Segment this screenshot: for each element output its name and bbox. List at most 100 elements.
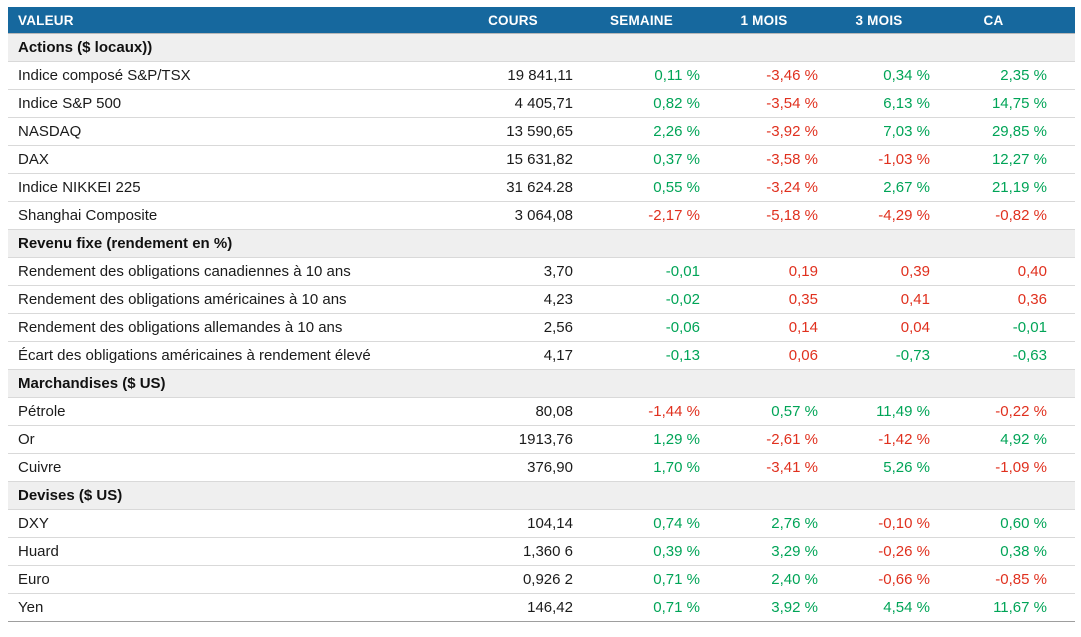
cours-value: 0,926 2 <box>453 565 583 594</box>
row-label: Indice composé S&P/TSX <box>8 61 453 90</box>
3mois-value: 5,26 % <box>828 453 940 482</box>
section-title: Devises ($ US) <box>8 481 1075 510</box>
cours-value: 1,360 6 <box>453 537 583 566</box>
semaine-value: 2,26 % <box>583 117 710 146</box>
3mois-value: 4,54 % <box>828 593 940 622</box>
3mois-value: -1,42 % <box>828 425 940 454</box>
1mois-value: -3,46 % <box>710 61 828 90</box>
cours-value: 19 841,11 <box>453 61 583 90</box>
1mois-value: -3,92 % <box>710 117 828 146</box>
column-header-1mois: 1 MOIS <box>710 7 828 34</box>
1mois-value: -2,61 % <box>710 425 828 454</box>
table-row: NASDAQ 13 590,65 2,26 % -3,92 % 7,03 % 29,85 … <box>8 117 1075 146</box>
3mois-value: -0,66 % <box>828 565 940 594</box>
semaine-value: -1,44 % <box>583 397 710 426</box>
3mois-value: -0,73 <box>828 341 940 370</box>
table-row: Indice NIKKEI 225 31 624.28 0,55 % -3,24 % 2… <box>8 173 1075 202</box>
1mois-value: 3,29 % <box>710 537 828 566</box>
1mois-value: 2,40 % <box>710 565 828 594</box>
row-label: Écart des obligations américaines à rend… <box>8 341 453 370</box>
semaine-value: 0,82 % <box>583 89 710 118</box>
1mois-value: 2,76 % <box>710 509 828 538</box>
3mois-value: 0,39 <box>828 257 940 286</box>
table-row: Huard 1,360 6 0,39 % 3,29 % -0,26 % 0,38 % <box>8 537 1075 566</box>
table-body: Actions ($ locaux)) Indice composé S&P/TS… <box>8 33 1075 622</box>
ca-value: 11,67 % <box>940 593 1075 622</box>
3mois-value: 6,13 % <box>828 89 940 118</box>
ca-value: -1,09 % <box>940 453 1075 482</box>
semaine-value: -0,02 <box>583 285 710 314</box>
table-row: Cuivre 376,90 1,70 % -3,41 % 5,26 % -1,09 % <box>8 453 1075 482</box>
table-row: Euro 0,926 2 0,71 % 2,40 % -0,66 % -0,85 % <box>8 565 1075 594</box>
column-header-cours: COURS <box>453 7 583 34</box>
cours-value: 4,23 <box>453 285 583 314</box>
row-label: Huard <box>8 537 453 566</box>
1mois-value: 0,57 % <box>710 397 828 426</box>
cours-value: 3 064,08 <box>453 201 583 230</box>
semaine-value: 1,29 % <box>583 425 710 454</box>
table-row: Rendement des obligations canadiennes à … <box>8 257 1075 286</box>
1mois-value: -3,58 % <box>710 145 828 174</box>
cours-value: 1913,76 <box>453 425 583 454</box>
row-label: Yen <box>8 593 453 622</box>
1mois-value: 3,92 % <box>710 593 828 622</box>
cours-value: 376,90 <box>453 453 583 482</box>
table-row: Indice composé S&P/TSX 19 841,11 0,11 % -3,… <box>8 61 1075 90</box>
section-title: Revenu fixe (rendement en %) <box>8 229 1075 258</box>
semaine-value: 0,55 % <box>583 173 710 202</box>
3mois-value: -0,26 % <box>828 537 940 566</box>
table-row: Pétrole 80,08 -1,44 % 0,57 % 11,49 % -0,22 % <box>8 397 1075 426</box>
semaine-value: 0,74 % <box>583 509 710 538</box>
table-row: Rendement des obligations américaines à … <box>8 285 1075 314</box>
1mois-value: 0,35 <box>710 285 828 314</box>
section-row: Actions ($ locaux)) <box>8 33 1075 62</box>
3mois-value: -0,10 % <box>828 509 940 538</box>
ca-value: -0,22 % <box>940 397 1075 426</box>
cours-value: 3,70 <box>453 257 583 286</box>
table-row: DXY 104,14 0,74 % 2,76 % -0,10 % 0,60 % <box>8 509 1075 538</box>
semaine-value: 0,37 % <box>583 145 710 174</box>
1mois-value: 0,06 <box>710 341 828 370</box>
3mois-value: 0,34 % <box>828 61 940 90</box>
semaine-value: -0,13 <box>583 341 710 370</box>
ca-value: 0,40 <box>940 257 1075 286</box>
row-label: Pétrole <box>8 397 453 426</box>
ca-value: 14,75 % <box>940 89 1075 118</box>
3mois-value: 2,67 % <box>828 173 940 202</box>
row-label: Cuivre <box>8 453 453 482</box>
table-row: Indice S&P 500 4 405,71 0,82 % -3,54 % 6,13 … <box>8 89 1075 118</box>
section-row: Marchandises ($ US) <box>8 369 1075 398</box>
3mois-value: 0,41 <box>828 285 940 314</box>
row-label: Or <box>8 425 453 454</box>
table-row: DAX 15 631,82 0,37 % -3,58 % -1,03 % 12,27 % <box>8 145 1075 174</box>
1mois-value: -3,24 % <box>710 173 828 202</box>
ca-value: 12,27 % <box>940 145 1075 174</box>
table-header: VALEUR COURS SEMAINE 1 MOIS 3 MOIS CA <box>8 7 1075 34</box>
semaine-value: -0,06 <box>583 313 710 342</box>
ca-value: -0,82 % <box>940 201 1075 230</box>
cours-value: 4,17 <box>453 341 583 370</box>
row-label: Indice NIKKEI 225 <box>8 173 453 202</box>
semaine-value: 0,39 % <box>583 537 710 566</box>
row-label: NASDAQ <box>8 117 453 146</box>
1mois-value: -3,54 % <box>710 89 828 118</box>
cours-value: 2,56 <box>453 313 583 342</box>
column-header-ca: CA <box>940 7 1075 34</box>
semaine-value: 0,11 % <box>583 61 710 90</box>
1mois-value: 0,14 <box>710 313 828 342</box>
1mois-value: 0,19 <box>710 257 828 286</box>
ca-value: 29,85 % <box>940 117 1075 146</box>
cours-value: 80,08 <box>453 397 583 426</box>
section-row: Revenu fixe (rendement en %) <box>8 229 1075 258</box>
ca-value: 0,36 <box>940 285 1075 314</box>
semaine-value: 1,70 % <box>583 453 710 482</box>
header-row: VALEUR COURS SEMAINE 1 MOIS 3 MOIS CA <box>8 7 1075 34</box>
cours-value: 15 631,82 <box>453 145 583 174</box>
3mois-value: -1,03 % <box>828 145 940 174</box>
section-title: Marchandises ($ US) <box>8 369 1075 398</box>
semaine-value: -0,01 <box>583 257 710 286</box>
ca-value: -0,63 <box>940 341 1075 370</box>
ca-value: 4,92 % <box>940 425 1075 454</box>
row-label: Euro <box>8 565 453 594</box>
row-label: DXY <box>8 509 453 538</box>
